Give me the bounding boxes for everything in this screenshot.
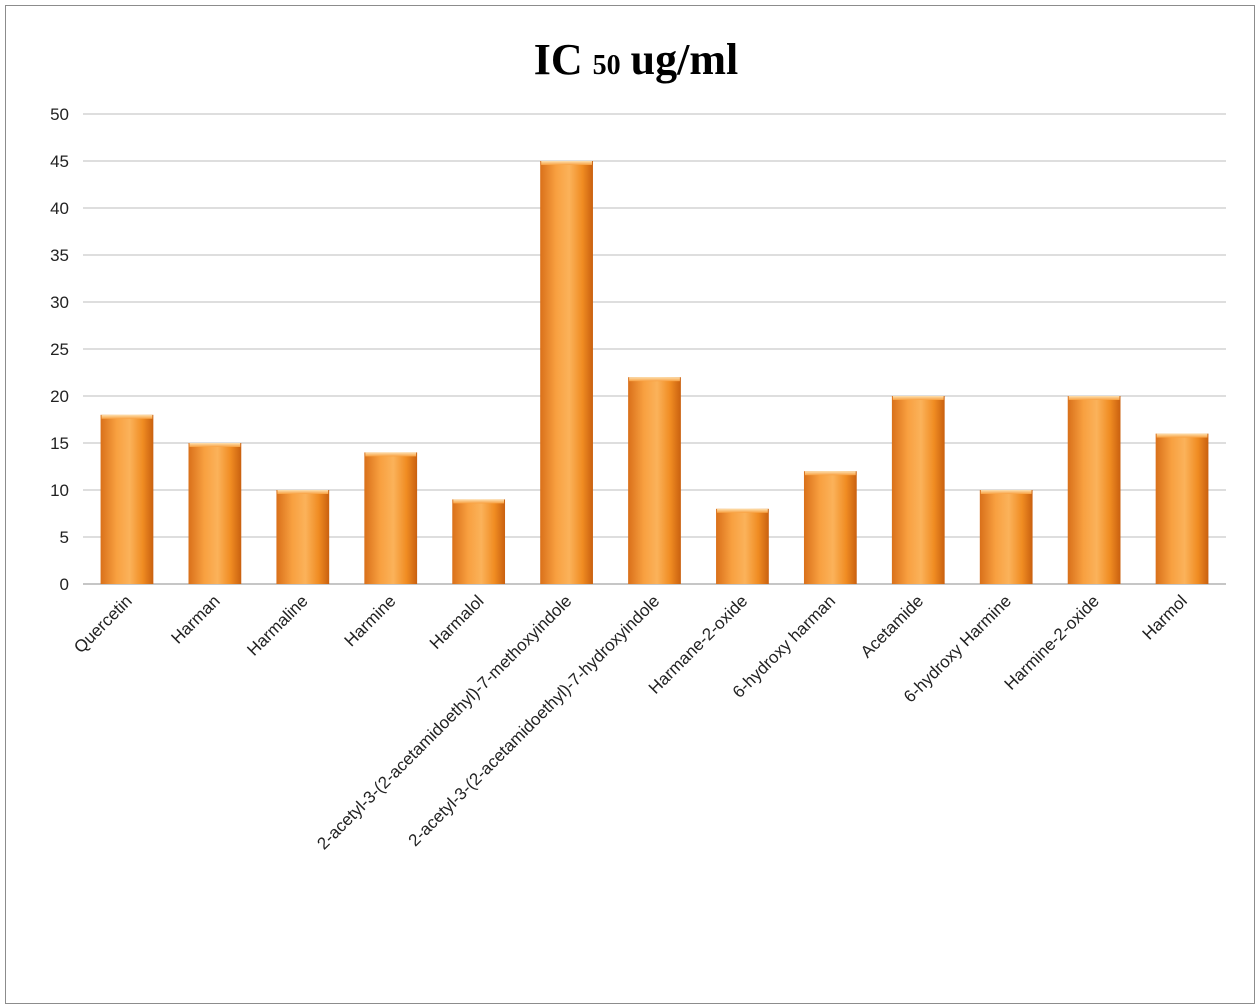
bar xyxy=(540,161,593,584)
bar xyxy=(716,508,769,584)
bar xyxy=(1067,396,1121,584)
bar-highlight xyxy=(629,377,680,382)
x-tick-label: Acetamide xyxy=(857,591,927,661)
x-tick-label: Harmaline xyxy=(243,591,311,659)
y-tick-label: 10 xyxy=(50,481,69,500)
bar-highlight xyxy=(189,443,241,447)
chart-title-main: IC xyxy=(534,35,583,84)
bar xyxy=(188,443,242,584)
bar-highlight xyxy=(453,499,505,504)
chart-frame: IC 50 ug/ml 0 5 10 15 20 25 30 35 40 45 50 Quercet… xyxy=(5,5,1255,1004)
y-tick-label: 50 xyxy=(50,105,69,124)
chart-title-subscript: 50 xyxy=(593,50,621,81)
bars xyxy=(100,161,1209,584)
y-tick-label: 25 xyxy=(50,340,69,359)
bar-highlight xyxy=(804,471,856,476)
y-axis-ticks: 0 5 10 15 20 25 30 35 40 45 50 xyxy=(50,105,69,594)
bar xyxy=(628,377,681,584)
bar xyxy=(364,452,418,584)
bar xyxy=(891,396,945,584)
y-tick-label: 15 xyxy=(50,434,69,453)
x-tick-label: Harmalol xyxy=(426,591,488,653)
bar-highlight xyxy=(980,490,1032,494)
bar-highlight xyxy=(1068,396,1120,400)
bar-highlight xyxy=(892,396,944,400)
bar xyxy=(452,499,506,584)
x-axis-ticks: Quercetin Harman Harmaline Harmine Harmalol2… xyxy=(70,591,1191,853)
bar-highlight xyxy=(365,452,417,457)
y-tick-label: 5 xyxy=(60,528,69,547)
y-tick-label: 30 xyxy=(50,293,69,312)
bar-highlight xyxy=(541,161,592,165)
chart-title-unit: ug/ml xyxy=(631,35,739,84)
bar xyxy=(276,490,330,584)
y-tick-label: 45 xyxy=(50,152,69,171)
bar-highlight xyxy=(717,508,768,513)
bar-chart: IC 50 ug/ml 0 5 10 15 20 25 30 35 40 45 50 Quercet… xyxy=(50,35,1226,853)
y-tick-label: 0 xyxy=(60,575,69,594)
bar xyxy=(100,414,154,584)
bar-highlight xyxy=(277,490,329,494)
x-tick-label: Quercetin xyxy=(70,591,136,657)
bar-highlight xyxy=(101,414,153,419)
x-tick-label: Harmine-2-oxide xyxy=(1001,591,1103,693)
bar xyxy=(1155,433,1209,584)
y-tick-label: 40 xyxy=(50,199,69,218)
chart-title: IC 50 ug/ml xyxy=(534,35,738,84)
y-tick-label: 20 xyxy=(50,387,69,406)
x-tick-label: Harman xyxy=(168,591,224,647)
bar-highlight xyxy=(1156,433,1208,438)
x-tick-label: Harmol xyxy=(1139,591,1191,643)
bar xyxy=(803,471,857,584)
bar xyxy=(979,490,1033,584)
x-tick-label: Harmine xyxy=(341,591,400,650)
y-tick-label: 35 xyxy=(50,246,69,265)
